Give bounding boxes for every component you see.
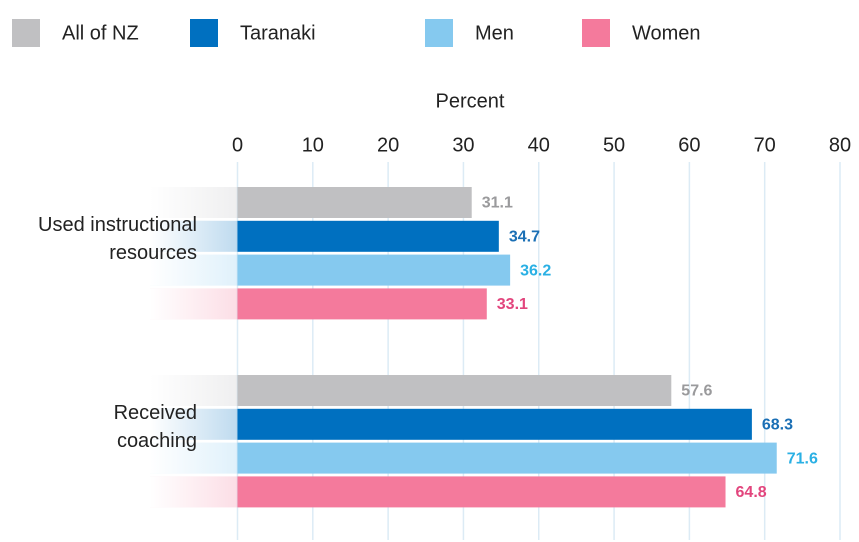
band-fade xyxy=(150,408,238,440)
value-label: 31.1 xyxy=(482,195,513,212)
bar xyxy=(237,375,672,406)
bar xyxy=(237,288,487,320)
band-fade xyxy=(150,254,238,286)
legend-swatch xyxy=(190,19,218,47)
x-tick-label: 10 xyxy=(302,134,324,156)
band-fade xyxy=(150,220,238,252)
x-tick-label: 50 xyxy=(603,134,625,156)
legend-label: Taranaki xyxy=(240,22,316,44)
value-label: 68.3 xyxy=(762,417,793,434)
band-fade xyxy=(150,476,238,508)
axis-title: Percent xyxy=(436,90,505,112)
legend-label: Women xyxy=(632,22,701,44)
bar xyxy=(237,220,499,252)
bar xyxy=(237,476,726,508)
value-label: 64.8 xyxy=(736,484,767,501)
x-tick-label: 70 xyxy=(754,134,776,156)
bar xyxy=(237,408,752,440)
value-label: 57.6 xyxy=(681,383,712,400)
legend-swatch xyxy=(12,19,40,47)
category-label: Received coaching xyxy=(113,402,197,453)
x-tick-label: 30 xyxy=(452,134,474,156)
bar xyxy=(237,187,472,218)
x-tick-label: 60 xyxy=(678,134,700,156)
value-label: 71.6 xyxy=(787,450,818,467)
x-tick-label: 40 xyxy=(528,134,550,156)
band-fade xyxy=(150,375,238,406)
band-fade xyxy=(150,187,238,218)
legend-label: All of NZ xyxy=(62,22,139,44)
value-label: 33.1 xyxy=(497,296,528,313)
legend-swatch xyxy=(425,19,453,47)
band-fade xyxy=(150,442,238,474)
legend-swatch xyxy=(582,19,610,47)
x-tick-label: 80 xyxy=(829,134,851,156)
x-tick-label: 20 xyxy=(377,134,399,156)
category-label: Used instructional resources xyxy=(38,214,197,265)
bar xyxy=(237,254,511,286)
value-label: 36.2 xyxy=(520,262,551,279)
band-fade xyxy=(150,288,238,320)
value-label: 34.7 xyxy=(509,229,540,246)
legend-label: Men xyxy=(475,22,514,44)
bar xyxy=(237,442,777,474)
x-tick-label: 0 xyxy=(232,134,243,156)
